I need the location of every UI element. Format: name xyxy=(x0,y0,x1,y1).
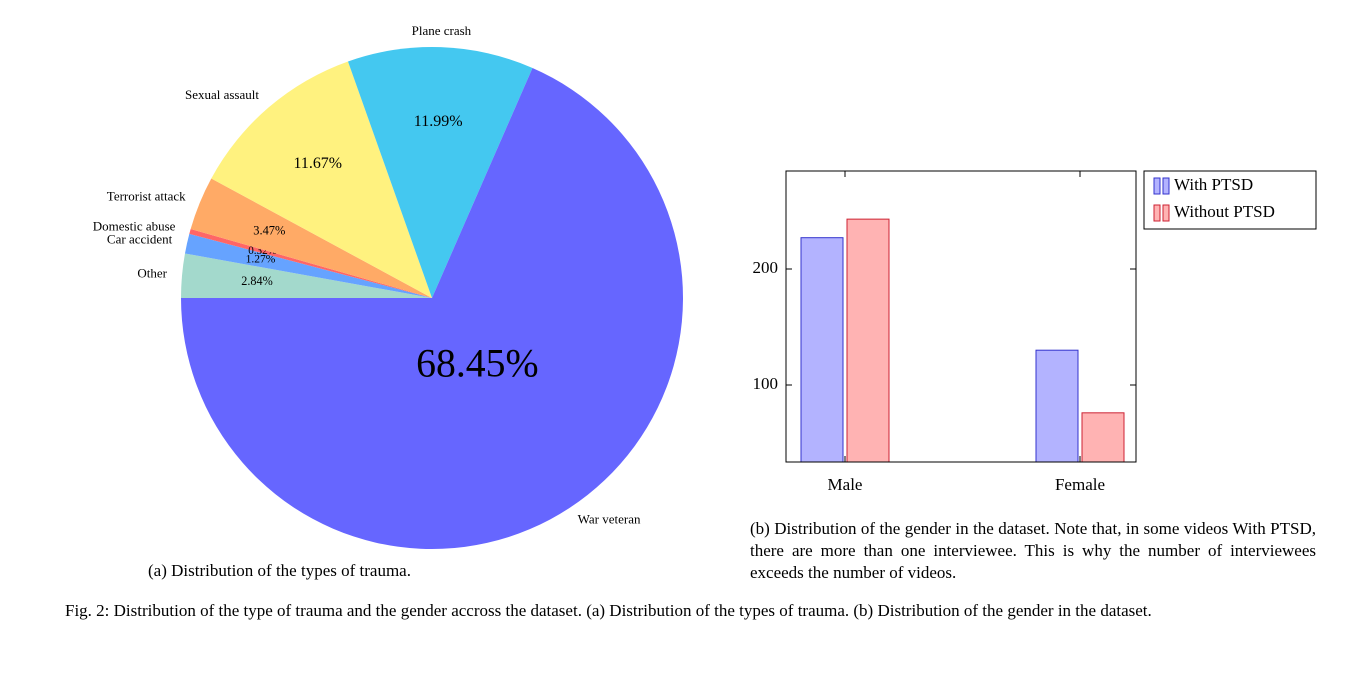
slice-label: Terrorist attack xyxy=(107,188,186,203)
plot-frame xyxy=(785,170,1137,463)
slice-label: War veteran xyxy=(578,512,641,527)
pie-slice xyxy=(190,178,432,298)
pie-slice xyxy=(189,229,432,298)
bar xyxy=(1081,412,1125,463)
legend-box xyxy=(1143,170,1317,230)
slice-value-label: 11.67% xyxy=(294,155,342,172)
legend-swatch xyxy=(1153,177,1161,195)
x-tick-label: Female xyxy=(1055,475,1105,494)
slice-value-label: 2.84% xyxy=(241,274,272,288)
slice-value-label: 68.45% xyxy=(416,341,539,385)
y-tick-label: 200 xyxy=(753,258,779,277)
legend-label: With PTSD xyxy=(1174,175,1253,194)
y-tick-label: 100 xyxy=(753,374,779,393)
bar xyxy=(800,237,844,463)
legend-swatch xyxy=(1162,204,1170,222)
slice-value-label: 1.27% xyxy=(246,254,276,266)
pie-caption: (a) Distribution of the types of trauma. xyxy=(148,561,411,580)
pie-slice xyxy=(181,68,684,550)
slice-label: Domestic abuse xyxy=(93,218,176,233)
legend-swatch xyxy=(1162,177,1170,195)
pie-slice xyxy=(211,61,432,299)
pie-slice xyxy=(181,253,432,298)
pie-slice xyxy=(347,47,533,298)
pie-slice xyxy=(184,233,432,298)
bar xyxy=(846,218,890,463)
figure-caption: Fig. 2: Distribution of the type of trau… xyxy=(65,601,1152,620)
x-tick-label: Male xyxy=(828,475,863,494)
legend-swatch xyxy=(1153,204,1161,222)
slice-label: Other xyxy=(137,265,167,280)
legend-label: Without PTSD xyxy=(1174,202,1275,221)
bar xyxy=(1035,349,1079,463)
slice-label: Sexual assault xyxy=(185,87,259,102)
slice-value-label: 11.99% xyxy=(414,113,463,130)
slice-value-label: 3.47% xyxy=(253,223,285,237)
slice-label: Plane crash xyxy=(412,23,472,38)
bar-caption: (b) Distribution of the gender in the da… xyxy=(750,519,1316,582)
slice-label: Car accident xyxy=(107,231,173,246)
